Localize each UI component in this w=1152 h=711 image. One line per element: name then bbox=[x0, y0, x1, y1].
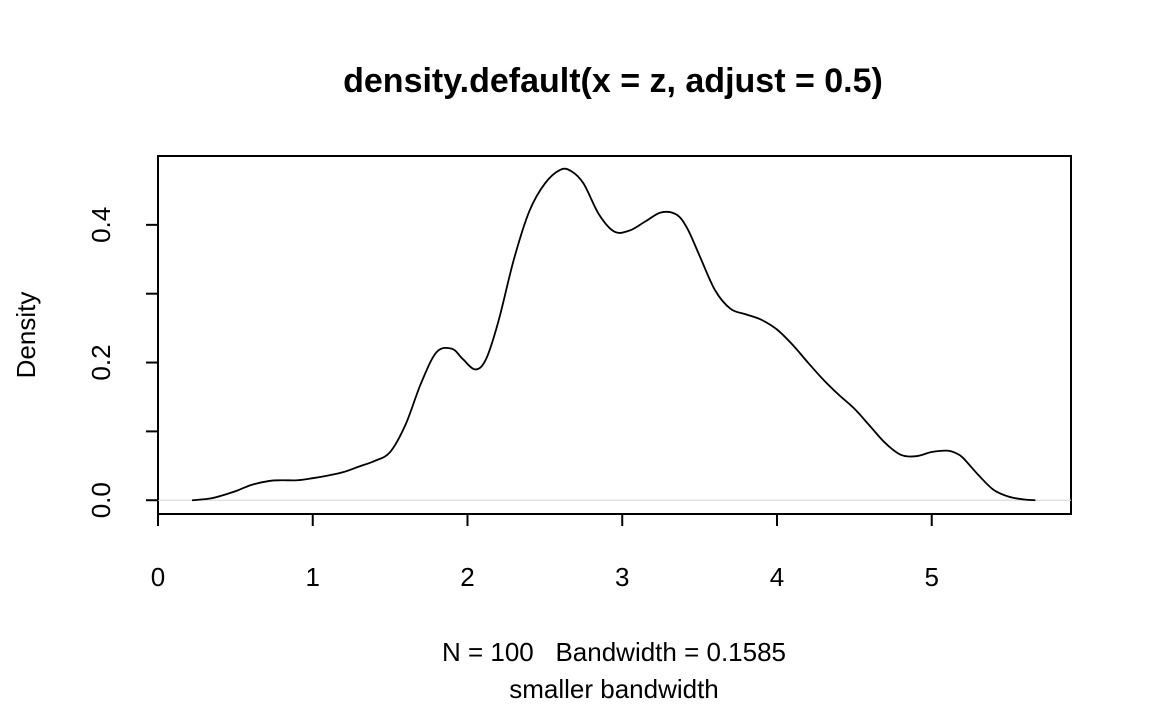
x-tick-label: 1 bbox=[306, 562, 320, 592]
x-tick-label: 0 bbox=[151, 562, 165, 592]
y-tick-label: 0.2 bbox=[86, 344, 116, 380]
y-axis: 0.0 0.2 0.4 bbox=[86, 207, 159, 518]
chart-title: density.default(x = z, adjust = 0.5) bbox=[343, 62, 883, 100]
y-tick-label: 0.4 bbox=[86, 207, 116, 243]
plot-frame bbox=[157, 155, 1072, 515]
x-tick-label: 3 bbox=[615, 562, 629, 592]
x-tick-label: 2 bbox=[460, 562, 474, 592]
y-axis-label: Density bbox=[11, 292, 41, 379]
density-curve bbox=[191, 167, 1036, 502]
x-axis: 0 1 2 3 4 5 bbox=[151, 513, 939, 592]
x-axis-sublabel: smaller bandwidth bbox=[509, 674, 719, 704]
x-axis-label: N = 100 Bandwidth = 0.1585 bbox=[442, 637, 786, 667]
y-tick-label: 0.0 bbox=[86, 482, 116, 518]
x-tick-label: 5 bbox=[924, 562, 938, 592]
x-tick-label: 4 bbox=[770, 562, 784, 592]
